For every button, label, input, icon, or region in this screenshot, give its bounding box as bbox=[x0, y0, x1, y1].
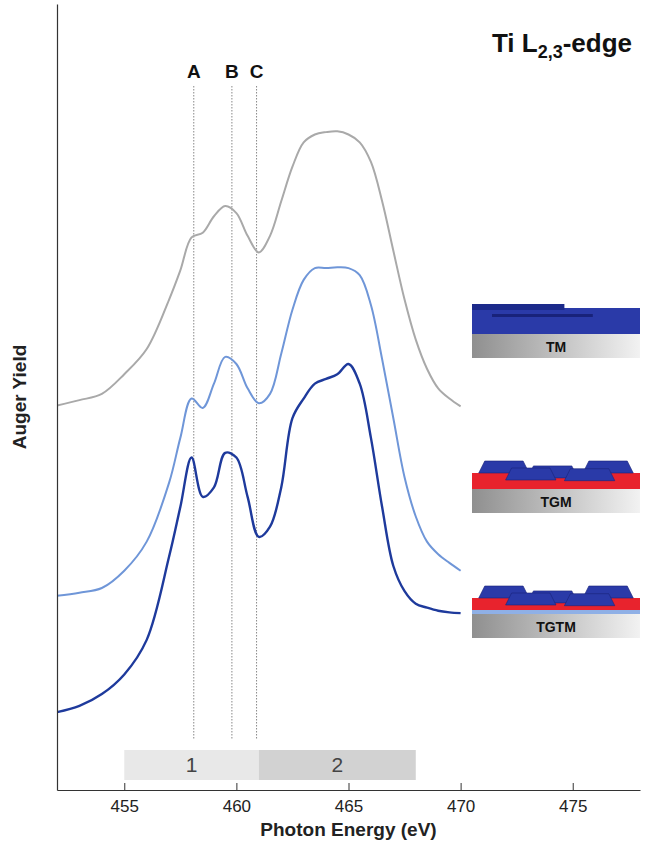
lines bbox=[57, 131, 461, 712]
marker-label: A bbox=[187, 61, 201, 82]
film-layer bbox=[472, 308, 640, 334]
region-band bbox=[124, 750, 259, 780]
marker-label: C bbox=[250, 61, 264, 82]
sample-icon: TM bbox=[472, 304, 640, 358]
substrate bbox=[472, 614, 640, 638]
substrate bbox=[472, 334, 640, 358]
x-tick: 470 bbox=[447, 783, 475, 816]
island bbox=[506, 593, 556, 605]
film-layer bbox=[472, 610, 640, 614]
marker-line bbox=[231, 86, 232, 740]
region-band bbox=[259, 750, 416, 780]
film-layer bbox=[492, 314, 593, 317]
y-axis bbox=[57, 5, 58, 791]
marker-lines bbox=[194, 86, 257, 740]
x-axis: 455 460 465 470 475 bbox=[58, 783, 641, 816]
x-tick: 465 bbox=[335, 783, 363, 816]
sample-label: TM bbox=[546, 339, 566, 355]
spectrum-line bbox=[57, 267, 461, 596]
x-tick-mark bbox=[124, 783, 125, 790]
sample-label: TGM bbox=[540, 494, 571, 510]
x-tick-mark bbox=[236, 783, 237, 790]
marker-label: B bbox=[225, 61, 239, 82]
chart: 1 2 A BC 455 460 465 470 475 Photon Energy (eV) Au… bbox=[0, 0, 648, 844]
y-axis-line bbox=[57, 5, 58, 791]
x-tick-label: 465 bbox=[335, 797, 363, 816]
x-tick: 475 bbox=[559, 783, 587, 816]
plot: 1 2 A BC 455 460 465 470 475 bbox=[57, 5, 641, 817]
island bbox=[564, 469, 614, 481]
x-tick-label: 475 bbox=[559, 797, 587, 816]
region-label: 1 bbox=[186, 753, 198, 776]
region-label: 2 bbox=[331, 753, 343, 776]
spectrum-line bbox=[57, 131, 461, 406]
x-tick-mark bbox=[349, 783, 350, 790]
x-tick-label: 470 bbox=[447, 797, 475, 816]
x-tick-mark bbox=[461, 783, 462, 790]
regions bbox=[124, 750, 416, 780]
x-axis-title: Photon Energy (eV) bbox=[260, 819, 436, 840]
x-tick-label: 460 bbox=[223, 797, 251, 816]
spectrum-line bbox=[57, 364, 461, 712]
x-tick-label: 455 bbox=[111, 797, 139, 816]
island bbox=[506, 468, 556, 480]
chart-title: Ti L2,3-edge bbox=[492, 28, 632, 62]
sample-icon: TGM bbox=[472, 461, 640, 513]
sample-icon: TGTM bbox=[472, 586, 640, 638]
marker-line bbox=[256, 86, 257, 740]
island bbox=[564, 594, 614, 606]
x-axis-line bbox=[58, 790, 641, 791]
film-layer bbox=[472, 304, 564, 310]
marker-line bbox=[193, 86, 194, 740]
substrate bbox=[472, 489, 640, 513]
x-tick: 460 bbox=[223, 783, 251, 816]
y-axis-title: Auger Yield bbox=[9, 345, 30, 450]
x-tick: 455 bbox=[111, 783, 139, 816]
x-tick-mark bbox=[573, 783, 574, 790]
sample-label: TGTM bbox=[536, 619, 576, 635]
